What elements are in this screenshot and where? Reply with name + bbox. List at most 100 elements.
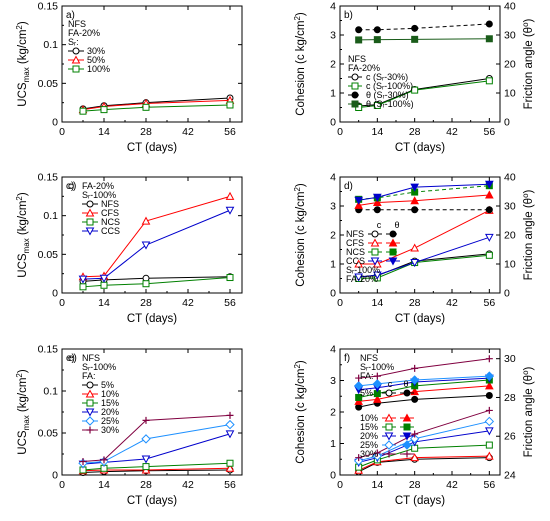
- data-point: [99, 274, 109, 283]
- y2-tick-label: 10: [504, 88, 516, 100]
- data-point: [485, 206, 493, 214]
- y-axis-label: UCSmax (kg/cm2): [15, 21, 31, 107]
- series-line: [82, 414, 231, 463]
- series-line: [358, 209, 490, 265]
- series-line: [358, 183, 490, 201]
- legend-marker: [351, 91, 359, 99]
- y2-tick-label: 0: [504, 117, 510, 129]
- data-point: [353, 381, 364, 391]
- data-point: [409, 434, 420, 444]
- data-point: [484, 371, 495, 381]
- legend-marker: [388, 238, 398, 247]
- series-line: [358, 409, 490, 459]
- data-point: [484, 381, 494, 390]
- y-tick-label: 0.1: [43, 386, 58, 398]
- data-point: [411, 35, 419, 43]
- y2-tick-label: 24: [504, 470, 516, 482]
- x-tick-label: 28: [140, 479, 152, 491]
- data-point: [355, 403, 363, 411]
- data-point: [354, 396, 364, 405]
- data-point: [411, 395, 419, 403]
- y2-tick-label: 20: [504, 59, 516, 71]
- data-point: [225, 191, 235, 200]
- legend-marker: [86, 200, 94, 208]
- legend-marker: [85, 416, 95, 426]
- series-line: [82, 209, 231, 280]
- legend-label: 100%: [87, 64, 110, 74]
- x-axis-label: CT (days): [127, 313, 177, 325]
- data-point: [484, 180, 494, 189]
- panel-e: 0 14 28 42 56 0 0.05 0.1 0.15 CT (days) UCSmax (kg…: [15, 344, 243, 507]
- legend-header: FA:: [82, 371, 96, 381]
- legend-marker: [403, 450, 411, 458]
- data-point: [373, 206, 381, 214]
- legend-label: 30%: [360, 449, 378, 459]
- y2-axis-label: Friction angle (θo): [521, 189, 535, 280]
- data-point: [373, 101, 381, 109]
- series-line: [358, 395, 490, 408]
- y-tick-label: 0: [330, 470, 336, 482]
- legend-marker: [85, 208, 95, 217]
- data-point: [410, 183, 420, 192]
- legend-marker: [384, 413, 394, 422]
- x-tick-label: 28: [409, 297, 421, 309]
- y-tick-label: 3: [330, 30, 336, 42]
- legend-marker: [403, 423, 411, 431]
- x-tick-label: 0: [337, 126, 343, 138]
- series-line: [358, 455, 490, 471]
- legend-marker: [384, 440, 394, 450]
- y2-tick-label: 0: [504, 288, 510, 300]
- legend-header: NFS: [348, 54, 366, 64]
- data-point: [410, 453, 420, 462]
- legend-label: NCS: [346, 247, 365, 257]
- x-tick-label: 56: [224, 126, 236, 138]
- legend-header: FA-20%: [68, 28, 100, 38]
- y2-tick-label: 30: [504, 353, 516, 365]
- legend-label: 5%: [101, 380, 114, 390]
- x-tick-label: 0: [59, 126, 65, 138]
- data-point: [355, 374, 363, 382]
- data-point: [485, 77, 493, 85]
- legend-marker: [72, 47, 80, 55]
- legend-label: 30%: [101, 425, 119, 435]
- series-line: [358, 194, 490, 206]
- series-line: [358, 78, 490, 107]
- legend-marker: [351, 100, 359, 108]
- x-tick-label: 42: [182, 479, 194, 491]
- x-tick-label: 14: [371, 479, 383, 491]
- y-axis-label: UCSmax (kg/cm2): [15, 192, 31, 278]
- data-point: [141, 241, 151, 250]
- series-line: [358, 420, 490, 462]
- data-point: [100, 456, 108, 464]
- y2-tick-label: 40: [504, 172, 516, 184]
- legend-header: Sᵣ-100%: [82, 190, 116, 200]
- legend-marker: [403, 389, 411, 397]
- data-point: [410, 196, 420, 205]
- data-point: [225, 419, 235, 430]
- data-point: [411, 24, 419, 32]
- data-point: [484, 451, 494, 460]
- legend-marker: [385, 450, 393, 458]
- data-point: [484, 233, 494, 242]
- y2-tick-label: 30: [504, 201, 516, 213]
- data-point: [226, 274, 234, 282]
- x-tick-label: 28: [140, 297, 152, 309]
- data-point: [485, 406, 493, 414]
- legend-label: 15%: [101, 398, 119, 408]
- x-tick-label: 0: [337, 297, 343, 309]
- data-point: [355, 36, 363, 44]
- legend-marker: [402, 432, 412, 441]
- data-point: [373, 372, 381, 380]
- x-tick-label: 42: [182, 126, 194, 138]
- legend-marker: [351, 82, 359, 90]
- legend-marker: [371, 248, 379, 256]
- legend-marker: [85, 408, 95, 417]
- series-line: [82, 433, 231, 465]
- y-tick-label: 0.05: [38, 249, 59, 261]
- legend-label: θ (Sᵣ-30%): [366, 90, 409, 100]
- y-tick-label: 0.1: [43, 39, 58, 51]
- series-line: [358, 80, 490, 108]
- data-point: [485, 20, 493, 28]
- y-tick-label: 0.15: [38, 1, 59, 13]
